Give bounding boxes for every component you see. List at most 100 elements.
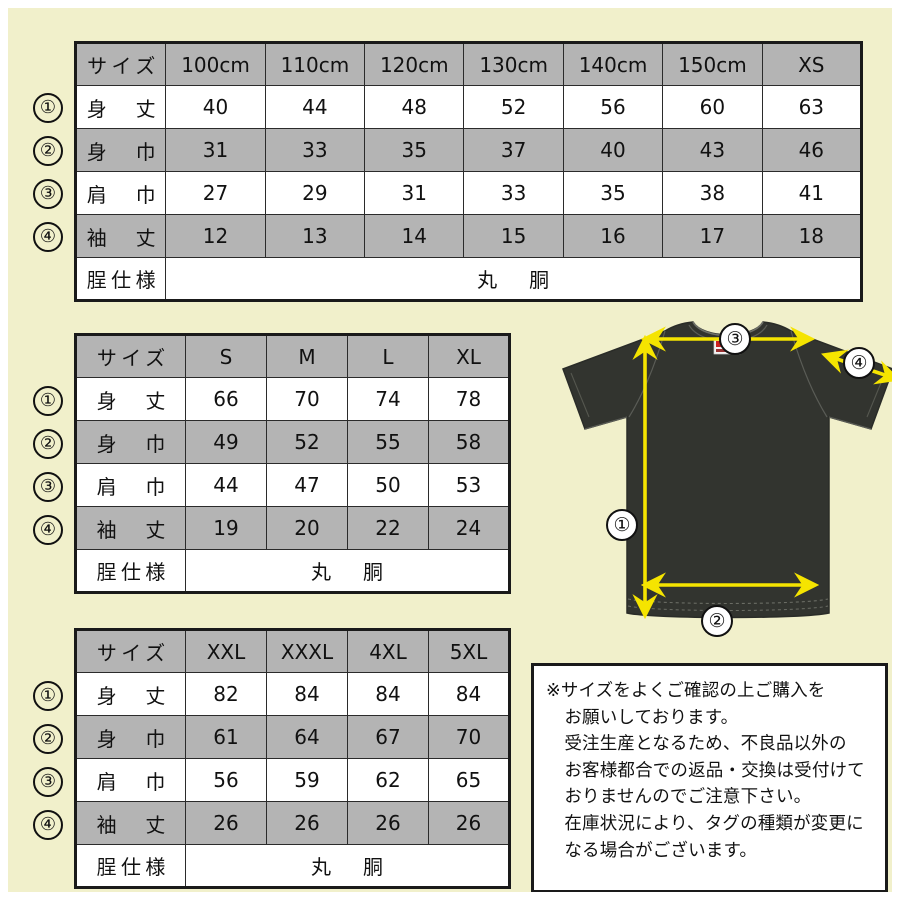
cell-body-width-3: 70 [428, 715, 510, 759]
cell-body-length-4: 56 [562, 85, 664, 129]
cell-shoulder-width-1: 29 [264, 171, 366, 215]
cell-shoulder-width-1: 47 [266, 463, 348, 507]
table-row: サイズ S M L XL [75, 334, 510, 378]
table-row: 肩 巾 56 59 62 65 [75, 758, 510, 802]
cell-side-spec-value: 丸 胴 [165, 257, 862, 301]
row-label-sleeve-length: 袖 丈 [75, 506, 186, 550]
table-row: 身 巾 31 33 35 37 40 43 46 [74, 128, 863, 172]
cell-shoulder-width-3: 33 [463, 171, 564, 215]
header-size-label: サイズ [75, 629, 186, 673]
cell-body-length-0: 66 [185, 377, 267, 421]
cell-shoulder-width-2: 31 [364, 171, 465, 215]
header-size-0: 100cm [165, 42, 266, 86]
header-size-1: 110cm [264, 42, 366, 86]
cell-body-length-5: 60 [662, 85, 763, 129]
table-row: 身 巾 61 64 67 70 [75, 715, 510, 759]
notice-line-3: 受注生産となるため、不良品以外の [564, 734, 847, 755]
cell-body-width-1: 52 [266, 420, 348, 464]
cell-shoulder-width-0: 44 [185, 463, 267, 507]
row-label-shoulder-width: 肩 巾 [75, 463, 186, 507]
cell-shoulder-width-3: 65 [428, 758, 510, 802]
diagram-marker-2: ② [701, 605, 733, 637]
cell-body-length-3: 84 [428, 672, 510, 716]
cell-body-width-0: 31 [165, 128, 266, 172]
notice-line-6: 在庫状況により、タグの種類が変更に [564, 813, 864, 834]
cell-body-length-3: 78 [428, 377, 510, 421]
table-row: 身 巾 49 52 55 58 [75, 420, 510, 464]
cell-body-width-2: 35 [364, 128, 465, 172]
row-label-shoulder-width: 肩 巾 [74, 171, 167, 215]
cell-shoulder-width-2: 50 [347, 463, 429, 507]
header-size-0: XXL [185, 629, 267, 673]
header-size-3: 130cm [463, 42, 564, 86]
cell-sleeve-length-0: 19 [185, 506, 267, 550]
cell-body-length-2: 48 [364, 85, 465, 129]
cell-body-width-0: 61 [185, 715, 267, 759]
notice-line-1: ※サイズをよくご確認の上ご購入を [546, 681, 826, 701]
table-row: 肩 巾 44 47 50 53 [75, 463, 510, 507]
table-row: サイズ XXL XXXL 4XL 5XL [75, 629, 510, 673]
cell-body-width-3: 37 [463, 128, 564, 172]
cell-shoulder-width-5: 38 [662, 171, 763, 215]
cell-body-length-1: 84 [266, 672, 348, 716]
row-marker-4: ④ [33, 810, 63, 840]
row-label-body-width: 身 巾 [75, 715, 186, 759]
cell-shoulder-width-0: 56 [185, 758, 267, 802]
row-marker-3: ③ [33, 472, 63, 502]
header-size-0: S [185, 334, 267, 378]
cell-body-length-2: 84 [347, 672, 429, 716]
row-marker-3: ③ [33, 767, 63, 797]
row-marker-4: ④ [33, 515, 63, 545]
cell-sleeve-length-6: 18 [761, 214, 863, 258]
cell-body-width-6: 46 [761, 128, 863, 172]
cell-shoulder-width-2: 62 [347, 758, 429, 802]
cell-body-width-2: 67 [347, 715, 429, 759]
table-row: 袖 丈 19 20 22 24 [75, 506, 510, 550]
cell-sleeve-length-4: 16 [562, 214, 664, 258]
row-marker-1: ① [33, 93, 63, 123]
table-row: 脭仕様 丸 胴 [75, 549, 510, 593]
row-marker-4: ④ [33, 222, 63, 252]
header-size-5: 150cm [662, 42, 763, 86]
cell-body-length-0: 40 [165, 85, 266, 129]
cell-body-width-0: 49 [185, 420, 267, 464]
header-size-1: XXXL [266, 629, 348, 673]
header-size-label: サイズ [74, 42, 167, 86]
diagram-marker-4: ④ [843, 347, 875, 379]
notice-line-5: おりませんのでご注意下さい。 [564, 787, 812, 808]
row-label-body-width: 身 巾 [74, 128, 167, 172]
size-table-kids: サイズ 100cm 110cm 120cm 130cm 140cm 150cm … [74, 41, 863, 302]
row-marker-2: ② [33, 136, 63, 166]
table-row: 肩 巾 27 29 31 33 35 38 41 [74, 171, 863, 215]
notice-line-7: なる場合がございます。 [564, 840, 758, 861]
table-row: 脭仕様 丸 胴 [74, 257, 862, 301]
notice-line-2: お願いしております。 [564, 707, 739, 728]
row-marker-3: ③ [33, 179, 63, 209]
cell-sleeve-length-5: 17 [662, 214, 763, 258]
cell-side-spec-value: 丸 胴 [185, 549, 510, 593]
size-table-adult: サイズ S M L XL 身 丈 66 70 74 78 身 巾 49 52 5… [74, 333, 511, 594]
cell-body-width-1: 33 [264, 128, 366, 172]
cell-sleeve-length-0: 26 [185, 801, 267, 845]
table-row: 身 丈 40 44 48 52 56 60 63 [74, 85, 863, 129]
header-size-1: M [266, 334, 348, 378]
cell-sleeve-length-3: 15 [463, 214, 564, 258]
table-row: 身 丈 82 84 84 84 [75, 672, 510, 716]
cell-sleeve-length-0: 12 [165, 214, 266, 258]
cell-shoulder-width-0: 27 [165, 171, 266, 215]
cell-body-length-3: 52 [463, 85, 564, 129]
cell-body-width-3: 58 [428, 420, 510, 464]
cell-side-spec-value: 丸 胴 [185, 844, 510, 888]
row-label-side-spec: 脭仕様 [75, 549, 186, 593]
row-label-shoulder-width: 肩 巾 [75, 758, 186, 802]
row-label-side-spec: 脭仕様 [74, 257, 167, 301]
cell-body-length-0: 82 [185, 672, 267, 716]
row-label-body-width: 身 巾 [75, 420, 186, 464]
cell-sleeve-length-1: 26 [266, 801, 348, 845]
table-row: サイズ 100cm 110cm 120cm 130cm 140cm 150cm … [74, 42, 863, 86]
tshirt-diagram: ① ② ③ ④ [553, 313, 892, 663]
header-size-2: 120cm [364, 42, 465, 86]
header-size-3: 5XL [428, 629, 510, 673]
cell-shoulder-width-6: 41 [761, 171, 863, 215]
row-marker-2: ② [33, 724, 63, 754]
